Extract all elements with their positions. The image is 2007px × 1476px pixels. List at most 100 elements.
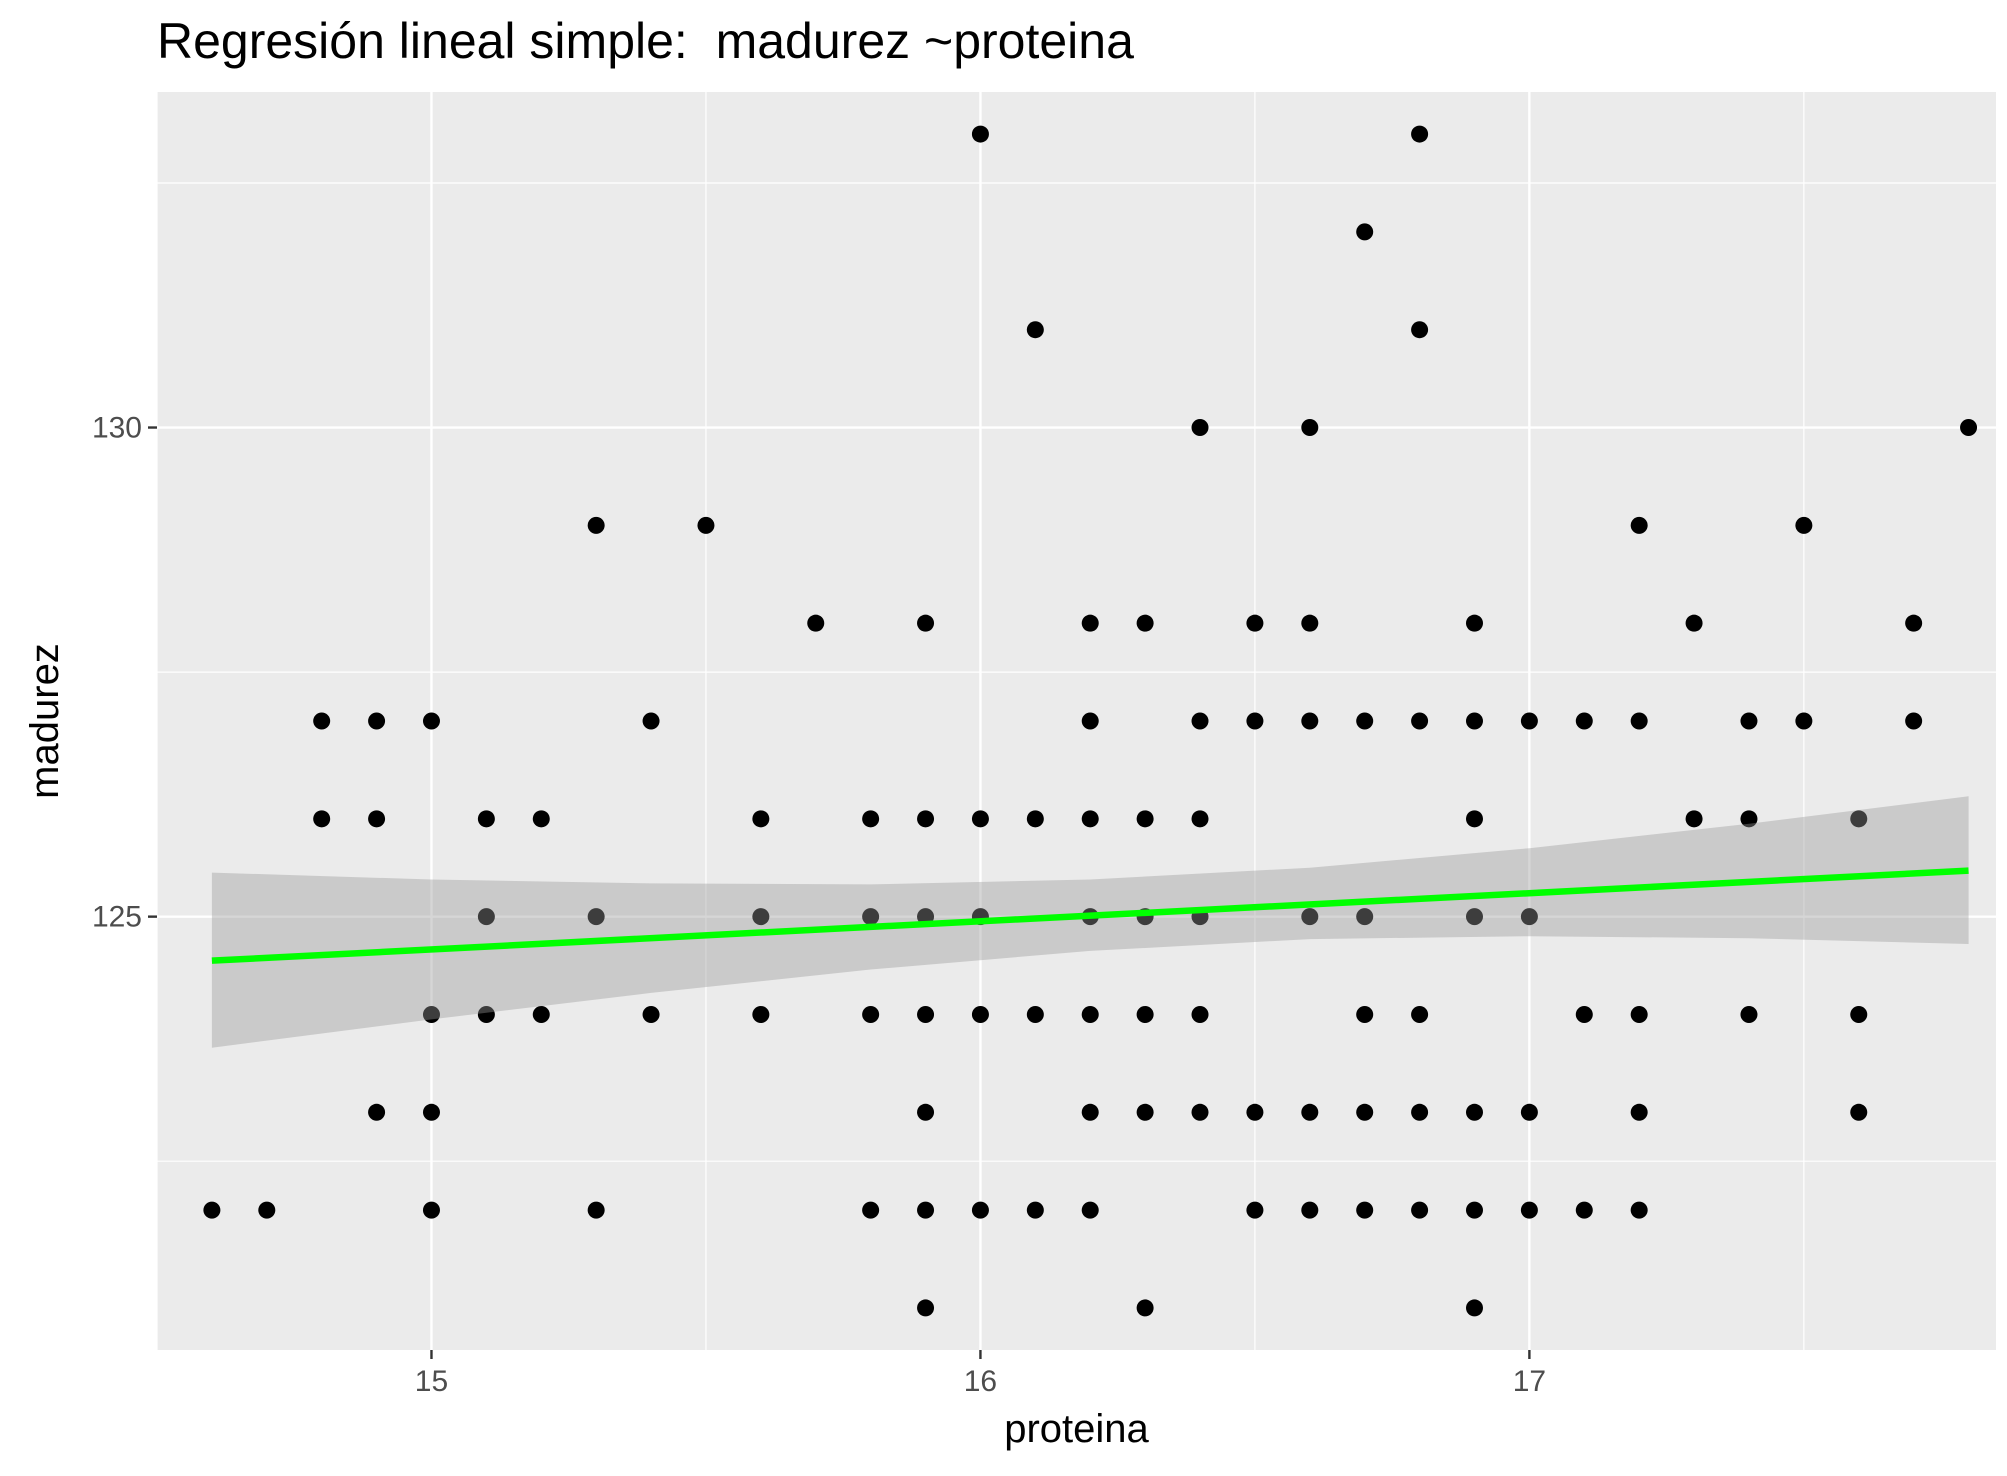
data-point [1082,810,1099,827]
y-tick-label: 130 [92,412,142,445]
data-point [1192,419,1209,436]
x-axis: 15 16 17 [415,1350,1546,1398]
data-point [1356,1006,1373,1023]
data-point [368,713,385,730]
data-point [1795,713,1812,730]
data-point [917,1104,934,1121]
data-point [972,1202,989,1219]
data-point [423,1202,440,1219]
data-point [1905,615,1922,632]
data-point [1631,517,1648,534]
data-point [972,1006,989,1023]
data-point [1466,1299,1483,1316]
data-point [752,1006,769,1023]
data-point [1192,1006,1209,1023]
data-point [533,810,550,827]
data-point [1082,615,1099,632]
data-point [1466,1104,1483,1121]
data-point [1631,1006,1648,1023]
data-point [1411,1104,1428,1121]
data-point [1740,713,1757,730]
data-point [1795,517,1812,534]
data-point [423,1104,440,1121]
data-point [368,810,385,827]
data-point [1192,810,1209,827]
data-point [368,1104,385,1121]
y-axis: 125 130 [92,412,157,934]
data-point [1686,615,1703,632]
data-point [1137,1104,1154,1121]
data-point [1027,321,1044,338]
data-point [807,615,824,632]
data-point [423,713,440,730]
data-point [1246,1104,1263,1121]
data-point [1411,1202,1428,1219]
data-point [1631,713,1648,730]
data-point [1466,713,1483,730]
data-point [1411,1006,1428,1023]
data-point [917,1006,934,1023]
data-point [1082,1202,1099,1219]
data-point [1521,1104,1538,1121]
data-point [588,517,605,534]
data-point [1246,713,1263,730]
data-point [917,810,934,827]
data-point [1301,1202,1318,1219]
data-point [588,1202,605,1219]
data-point [1192,1104,1209,1121]
data-point [1850,1104,1867,1121]
data-point [917,615,934,632]
data-point [1631,1104,1648,1121]
data-point [1137,1006,1154,1023]
data-point [1740,1006,1757,1023]
data-point [917,1299,934,1316]
data-point [1356,1202,1373,1219]
data-point [1356,223,1373,240]
data-point [1686,810,1703,827]
data-point [1082,713,1099,730]
data-point [752,810,769,827]
data-point [1411,126,1428,143]
data-point [862,1006,879,1023]
data-point [1576,713,1593,730]
data-point [1411,321,1428,338]
x-axis-title: proteina [1004,1407,1149,1451]
data-point [1192,713,1209,730]
data-point [1576,1006,1593,1023]
data-point [258,1202,275,1219]
data-point [203,1202,220,1219]
data-point [1576,1202,1593,1219]
data-point [1411,713,1428,730]
data-point [917,1202,934,1219]
y-axis-title: madurez [23,643,67,799]
data-point [1301,713,1318,730]
data-point [1850,1006,1867,1023]
data-point [972,810,989,827]
data-point [1082,1006,1099,1023]
data-point [1137,615,1154,632]
data-point [1246,615,1263,632]
data-point [313,810,330,827]
x-tick-label: 15 [415,1365,448,1398]
data-point [1521,713,1538,730]
data-point [1027,1202,1044,1219]
data-point [1082,1104,1099,1121]
data-point [1960,419,1977,436]
data-point [1631,1202,1648,1219]
data-point [313,713,330,730]
y-tick-label: 125 [92,901,142,934]
data-point [1301,1104,1318,1121]
data-point [1356,713,1373,730]
data-point [1466,615,1483,632]
x-tick-label: 17 [1513,1365,1546,1398]
data-point [1905,713,1922,730]
data-point [862,810,879,827]
data-point [1466,810,1483,827]
data-point [1301,615,1318,632]
data-point [1301,419,1318,436]
data-point [643,713,660,730]
x-tick-label: 16 [964,1365,997,1398]
data-point [643,1006,660,1023]
data-point [972,126,989,143]
